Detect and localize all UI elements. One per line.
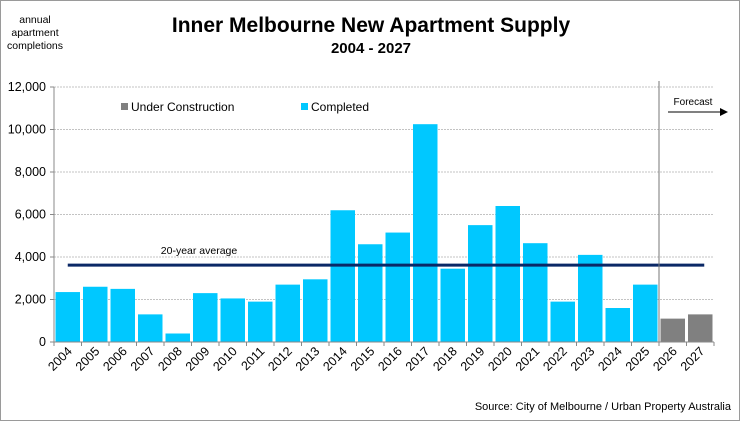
x-tick-label: 2010 bbox=[210, 344, 240, 374]
bar-completed-2017 bbox=[413, 124, 438, 342]
y-tick-label: 0 bbox=[39, 335, 46, 349]
bar-completed-2016 bbox=[385, 232, 410, 342]
bar-completed-2010 bbox=[220, 298, 245, 342]
x-tick-label: 2006 bbox=[100, 344, 130, 374]
bar-completed-2022 bbox=[550, 301, 575, 342]
bar-completed-2015 bbox=[358, 244, 383, 342]
y-tick-label: 10,000 bbox=[8, 123, 46, 137]
y-tick-label: 2,000 bbox=[15, 293, 46, 307]
x-tick-label: 2026 bbox=[650, 344, 680, 374]
y-axis-label-line-2: apartment bbox=[11, 27, 58, 39]
x-tick-label: 2027 bbox=[678, 344, 708, 374]
legend-label-completed: Completed bbox=[311, 100, 369, 114]
forecast-arrow-head bbox=[720, 108, 728, 116]
legend-label-under-construction: Under Construction bbox=[131, 100, 234, 114]
x-tick-label: 2013 bbox=[293, 344, 323, 374]
x-tick-label: 2020 bbox=[485, 344, 515, 374]
legend: Under Construction Completed bbox=[121, 100, 369, 114]
y-tick-label: 12,000 bbox=[8, 80, 46, 94]
bar-completed-2025 bbox=[633, 284, 658, 342]
bar-completed-2004 bbox=[55, 292, 80, 342]
bar-completed-2007 bbox=[138, 314, 163, 342]
y-tick-label: 8,000 bbox=[15, 165, 46, 179]
x-tick-label: 2019 bbox=[458, 344, 488, 374]
bar-completed-2024 bbox=[605, 308, 630, 342]
chart-title: Inner Melbourne New Apartment Supply bbox=[172, 14, 571, 37]
x-tick-label: 2022 bbox=[540, 344, 570, 374]
x-tick-label: 2024 bbox=[595, 344, 625, 374]
x-tick-label: 2014 bbox=[320, 344, 350, 374]
source-note: Source: City of Melbourne / Urban Proper… bbox=[475, 401, 732, 413]
x-tick-label: 2009 bbox=[183, 344, 213, 374]
bar-under-construction-2026 bbox=[660, 318, 685, 342]
bar-completed-2019 bbox=[468, 225, 493, 342]
x-tick-label: 2023 bbox=[568, 344, 598, 374]
y-tick-label: 6,000 bbox=[15, 208, 46, 222]
average-label: 20-year average bbox=[161, 245, 238, 257]
x-tick-label: 2018 bbox=[430, 344, 460, 374]
bar-completed-2009 bbox=[193, 293, 218, 342]
bar-completed-2018 bbox=[440, 268, 465, 342]
y-axis-label-line-3: completions bbox=[7, 40, 63, 52]
x-tick-label: 2012 bbox=[265, 344, 295, 374]
x-tick-label: 2008 bbox=[155, 344, 185, 374]
chart-subtitle: 2004 - 2027 bbox=[331, 40, 411, 57]
x-tick-label: 2025 bbox=[623, 344, 653, 374]
bar-completed-2013 bbox=[303, 279, 328, 342]
x-tick-label: 2017 bbox=[403, 344, 433, 374]
bar-completed-2008 bbox=[165, 333, 190, 342]
y-axis-label-line-1: annual bbox=[19, 14, 51, 26]
x-tick-label: 2021 bbox=[513, 344, 543, 374]
x-tick-label: 2015 bbox=[348, 344, 378, 374]
legend-swatch-completed bbox=[301, 103, 308, 110]
bar-under-construction-2027 bbox=[688, 314, 713, 342]
x-tick-label: 2004 bbox=[45, 344, 75, 374]
x-tick-label: 2007 bbox=[128, 344, 158, 374]
x-tick-label: 2016 bbox=[375, 344, 405, 374]
bar-completed-2020 bbox=[495, 206, 520, 342]
bar-completed-2006 bbox=[110, 288, 135, 342]
bar-completed-2011 bbox=[248, 301, 273, 342]
x-tick-label: 2005 bbox=[73, 344, 103, 374]
bar-completed-2012 bbox=[275, 284, 300, 342]
bar-completed-2005 bbox=[83, 286, 108, 342]
bar-completed-2023 bbox=[578, 254, 603, 342]
y-tick-label: 4,000 bbox=[15, 250, 46, 264]
bar-completed-2021 bbox=[523, 243, 548, 342]
forecast-label: Forecast bbox=[674, 97, 713, 108]
legend-swatch-under-construction bbox=[121, 103, 128, 110]
bar-completed-2014 bbox=[330, 210, 355, 342]
x-tick-label: 2011 bbox=[238, 344, 267, 373]
